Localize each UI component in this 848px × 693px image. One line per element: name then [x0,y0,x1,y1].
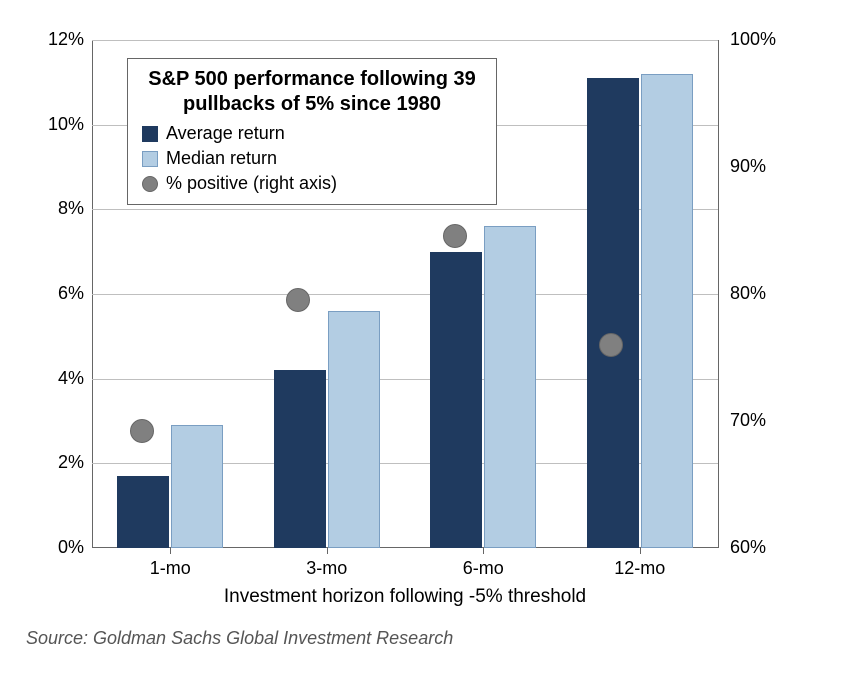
dot-pct-positive [599,333,623,357]
legend-dot-icon [142,176,158,192]
legend-item-average: Average return [142,123,482,144]
x-tick-label: 6-mo [433,558,533,579]
x-tick [327,548,328,554]
y-left-tick-label: 0% [34,537,84,558]
dot-pct-positive [443,224,467,248]
dot-pct-positive [130,419,154,443]
bar-median [641,74,693,548]
x-tick [640,548,641,554]
gridline [92,40,718,41]
right-axis-line [718,40,719,548]
y-right-tick-label: 60% [730,537,790,558]
legend-label-average: Average return [166,123,285,144]
x-tick [170,548,171,554]
bar-average [430,252,482,548]
y-right-tick-label: 100% [730,29,790,50]
y-left-tick-label: 12% [34,29,84,50]
x-tick-label: 12-mo [590,558,690,579]
y-left-tick-label: 2% [34,452,84,473]
bar-average [274,370,326,548]
y-left-tick-label: 8% [34,198,84,219]
y-right-tick-label: 80% [730,283,790,304]
legend-item-median: Median return [142,148,482,169]
x-axis-title: Investment horizon following -5% thresho… [92,586,718,608]
legend-label-pct-positive: % positive (right axis) [166,173,337,194]
legend-label-median: Median return [166,148,277,169]
x-tick [483,548,484,554]
bar-average [587,78,639,548]
chart-title: S&P 500 performance following 39 pullbac… [142,67,482,117]
legend-swatch-average [142,126,158,142]
bar-average [117,476,169,548]
y-right-tick-label: 90% [730,156,790,177]
chart-title-line1: S&P 500 performance following 39 [148,68,476,90]
chart-title-line2: pullbacks of 5% since 1980 [183,93,441,115]
dot-pct-positive [286,288,310,312]
legend-swatch-median [142,151,158,167]
bar-median [171,425,223,548]
y-left-tick-label: 10% [34,114,84,135]
y-left-tick-label: 6% [34,283,84,304]
chart-container: 0% 2% 4% 6% 8% 10% 12% 60% 70% 80% 90% 100% 1-mo 3-… [20,20,828,673]
bar-median [328,311,380,548]
x-tick-label: 1-mo [120,558,220,579]
legend-item-pct-positive: % positive (right axis) [142,173,482,194]
y-right-tick-label: 70% [730,410,790,431]
source-text: Source: Goldman Sachs Global Investment … [26,628,453,649]
bar-median [484,226,536,548]
y-left-tick-label: 4% [34,368,84,389]
x-tick-label: 3-mo [277,558,377,579]
legend: S&P 500 performance following 39 pullbac… [127,58,497,205]
